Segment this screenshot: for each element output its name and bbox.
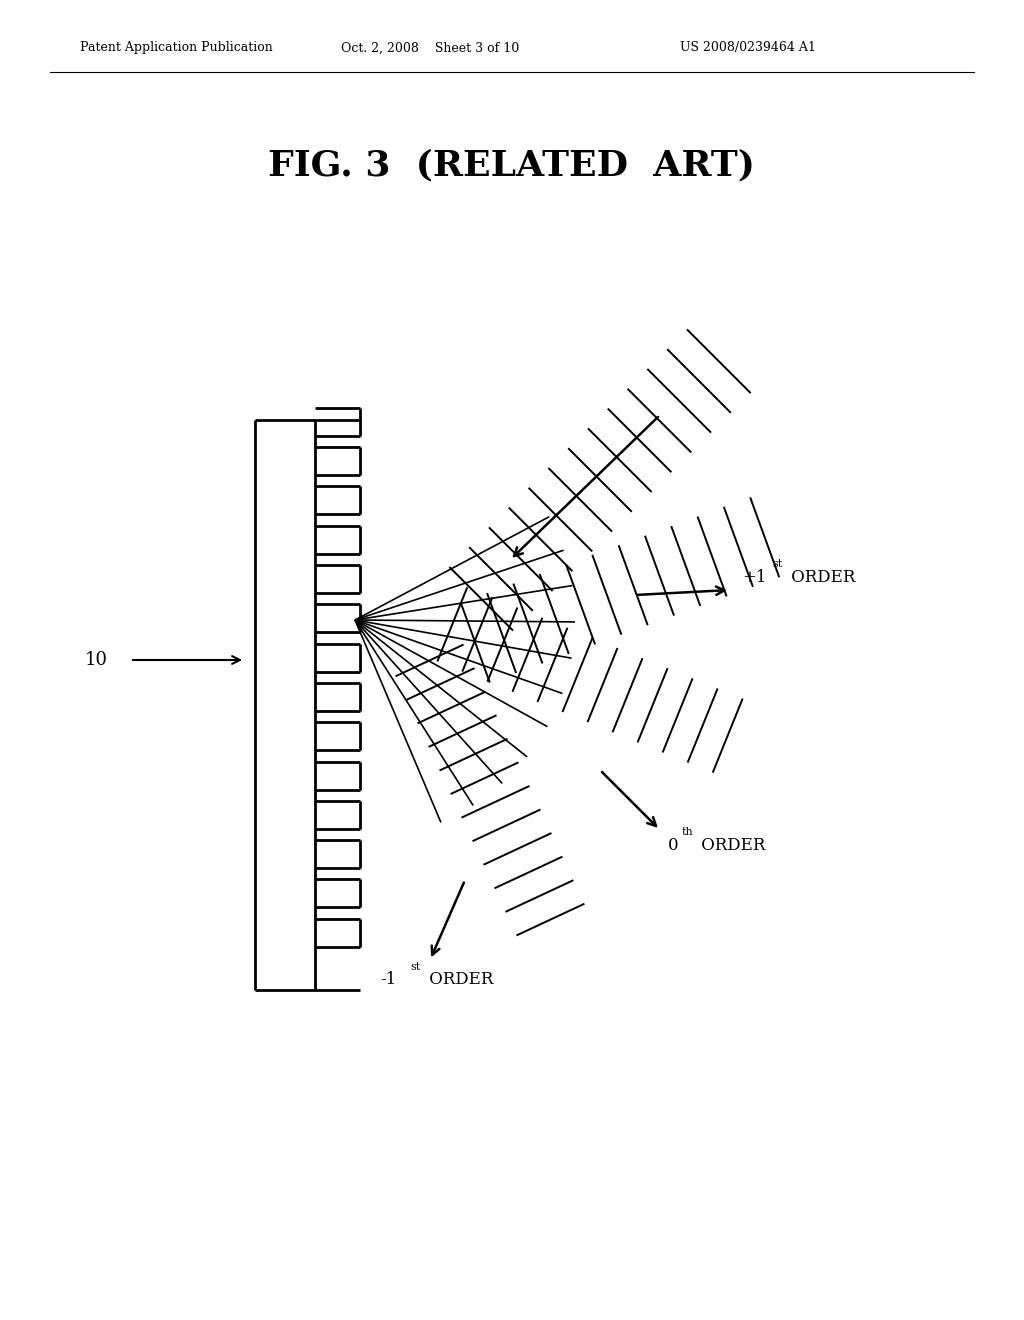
Text: 10: 10 [85, 651, 108, 669]
Text: st: st [772, 558, 782, 569]
Text: Oct. 2, 2008    Sheet 3 of 10: Oct. 2, 2008 Sheet 3 of 10 [341, 41, 519, 54]
Text: US 2008/0239464 A1: US 2008/0239464 A1 [680, 41, 816, 54]
Text: FIG. 3  (RELATED  ART): FIG. 3 (RELATED ART) [268, 148, 756, 182]
Text: ORDER: ORDER [786, 569, 855, 586]
Text: Patent Application Publication: Patent Application Publication [80, 41, 272, 54]
Text: -1: -1 [380, 972, 396, 989]
Text: +1: +1 [742, 569, 767, 586]
Text: ORDER: ORDER [424, 972, 494, 989]
Text: st: st [410, 962, 420, 972]
Text: th: th [682, 828, 693, 837]
Text: 0: 0 [668, 837, 679, 854]
Text: ORDER: ORDER [696, 837, 765, 854]
